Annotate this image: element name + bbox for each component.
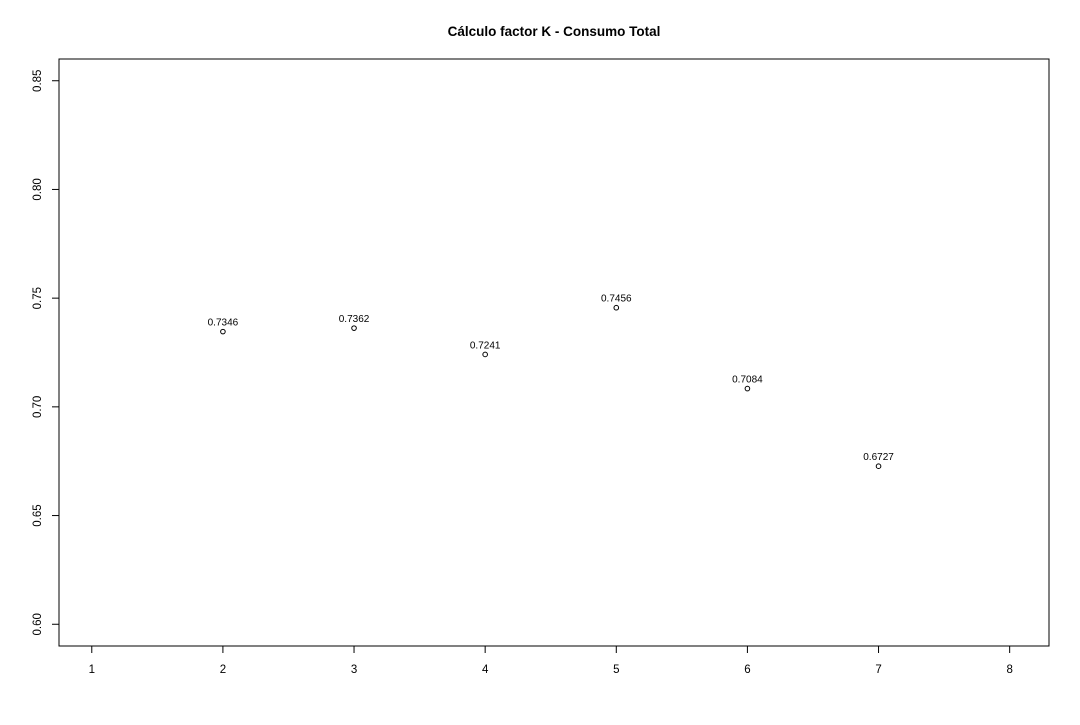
- y-tick-label: 0.60: [32, 613, 44, 635]
- x-tick-label: 2: [220, 664, 226, 676]
- y-tick-label: 0.80: [32, 178, 44, 200]
- x-tick-label: 4: [482, 664, 489, 676]
- x-tick-label: 8: [1006, 664, 1012, 676]
- data-label: 0.7084: [732, 375, 763, 386]
- x-tick-label: 1: [89, 664, 95, 676]
- data-point: [613, 304, 620, 311]
- data-labels: 0.7346 0.7362 0.7241 0.7456 0.7084 0.6727: [208, 294, 895, 463]
- data-label: 0.7362: [339, 314, 370, 325]
- data-point: [744, 385, 751, 392]
- data-point: [875, 463, 882, 470]
- x-tick-label: 3: [351, 664, 357, 676]
- data-label: 0.7241: [470, 340, 501, 351]
- y-tick-label: 0.65: [32, 504, 44, 526]
- x-axis: 1 2 3 4 5 6 7 8: [89, 645, 1013, 676]
- y-tick-label: 0.85: [32, 70, 44, 92]
- x-tick-label: 7: [875, 664, 881, 676]
- data-label: 0.7456: [601, 294, 632, 305]
- x-tick-label: 6: [744, 664, 750, 676]
- data-label: 0.6727: [863, 452, 894, 463]
- plot-frame: [58, 58, 1050, 647]
- y-axis: 0.60 0.65 0.70 0.75 0.80 0.85: [32, 70, 60, 635]
- data-points: [220, 304, 882, 470]
- x-tick-label: 5: [613, 664, 619, 676]
- data-label: 0.7346: [208, 318, 239, 329]
- chart-title: Cálculo factor K - Consumo Total: [448, 24, 661, 39]
- data-point: [351, 325, 357, 331]
- y-tick-label: 0.70: [32, 396, 44, 418]
- data-point: [482, 351, 488, 358]
- data-point: [220, 328, 226, 335]
- y-tick-label: 0.75: [32, 287, 44, 309]
